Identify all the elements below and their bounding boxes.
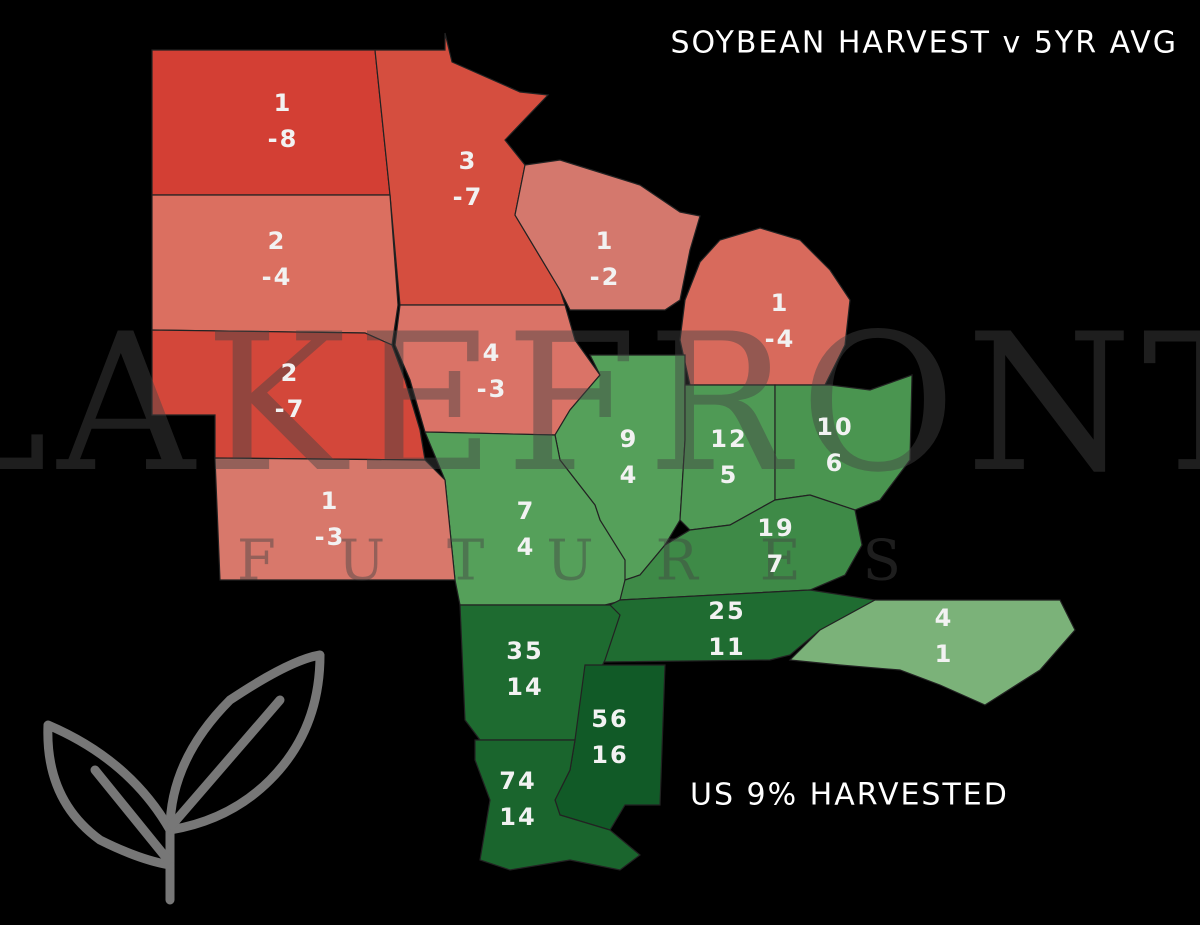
harvested-value: 3 [459, 147, 478, 175]
harvested-value: 1 [771, 289, 790, 317]
region [214, 457, 456, 581]
summary: US 9% HARVESTED [690, 778, 1009, 813]
vs-average-value: 4 [620, 461, 639, 489]
vs-average-value: -4 [765, 325, 796, 353]
region [679, 227, 851, 386]
harvested-value: 2 [268, 227, 287, 255]
harvested-value: 4 [483, 339, 502, 367]
harvested-value: 12 [710, 425, 747, 453]
vs-average-value: -7 [453, 183, 484, 211]
vs-average-value: 1 [935, 640, 954, 668]
watermark-subtitle: FUTURES [237, 529, 963, 594]
harvested-value: 9 [620, 425, 639, 453]
harvested-value: 10 [816, 413, 853, 441]
harvested-value: 4 [935, 604, 954, 632]
vs-average-value: 11 [708, 633, 745, 661]
vs-average-value: -2 [590, 263, 621, 291]
vs-average-value: 16 [591, 741, 628, 769]
harvested-value: 19 [757, 514, 794, 542]
harvested-value: 25 [708, 597, 745, 625]
region [788, 599, 1076, 706]
vs-average-value: 14 [499, 803, 536, 831]
harvested-value: 1 [596, 227, 615, 255]
harvested-value: 1 [321, 487, 340, 515]
vs-average-value: 14 [506, 673, 543, 701]
harvested-value: 7 [517, 497, 536, 525]
harvested-value: 35 [506, 637, 543, 665]
title: SOYBEAN HARVEST v 5YR AVG [671, 26, 1179, 61]
region [151, 49, 391, 196]
leaf-icon [43, 650, 325, 905]
vs-average-value: -3 [315, 523, 346, 551]
watermark-name: LAKEFRONT [0, 293, 1200, 514]
vs-average-value: -3 [477, 375, 508, 403]
vs-average-value: -4 [262, 263, 293, 291]
labels: 1-83-72-41-21-42-74-394125106741971-3251… [262, 89, 954, 831]
harvested-value: 74 [499, 767, 536, 795]
vs-average-value: 7 [767, 550, 786, 578]
vs-average-value: 5 [720, 461, 739, 489]
region [514, 159, 701, 311]
harvested-value: 1 [274, 89, 293, 117]
region [151, 329, 426, 461]
regions [151, 32, 1076, 871]
harvested-value: 2 [281, 359, 300, 387]
vs-average-value: 4 [517, 533, 536, 561]
vs-average-value: 6 [826, 449, 845, 477]
vs-average-value: -7 [275, 395, 306, 423]
region [474, 739, 641, 871]
harvested-value: 56 [591, 705, 628, 733]
vs-average-value: -8 [268, 125, 299, 153]
